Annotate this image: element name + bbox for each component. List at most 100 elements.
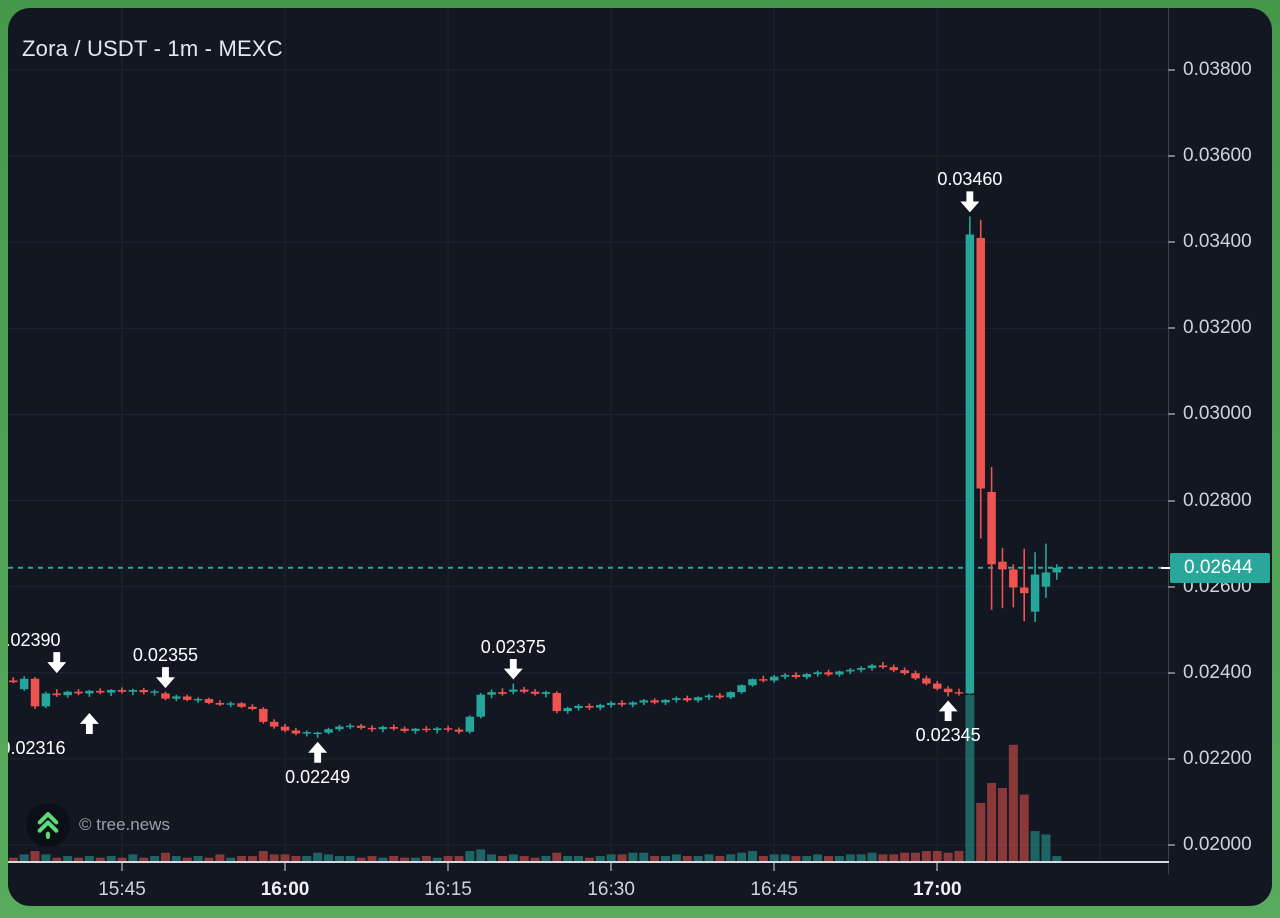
volume-bar [867,852,877,861]
candle-body [954,692,964,694]
candle [552,691,562,714]
candle [628,701,638,708]
candle-body [30,678,40,707]
volume-bar [497,856,507,861]
volume-bar [780,854,790,861]
candle [9,677,18,684]
volume-bar [802,856,812,861]
volume-bar [334,856,344,861]
candle [650,698,659,705]
candle-body [769,676,779,681]
candle [30,677,40,709]
volume-bar [878,854,888,861]
volume-bar [291,856,301,861]
candle-body [737,685,746,693]
candle [726,691,735,700]
candle [389,724,398,731]
volume-bar [715,856,725,861]
candle-body [606,702,616,706]
current-price-label: 0.02644 [1161,552,1270,583]
time-tick-label: 16:45 [750,879,798,900]
price-axis-tick [1168,413,1175,416]
candle [248,704,257,711]
candlestick-chart[interactable] [8,8,1168,862]
candle-body [541,692,551,694]
candle [161,691,170,701]
candle-body [650,700,659,703]
price-axis-tick [1168,499,1175,502]
candle-body [835,671,844,675]
chart-panel: 0.023900.023160.023550.022490.023750.023… [8,8,1272,906]
time-axis-tick [447,863,450,871]
volume-bar [280,854,290,861]
candle [769,674,779,683]
price-tick-label: 0.03800 [1183,58,1252,80]
price-tick-label: 0.02400 [1183,661,1252,683]
candle [291,727,301,736]
candle-body [280,726,290,731]
volume-bar [595,856,605,861]
volume-bar [834,856,844,861]
candle [237,702,246,709]
candle [672,696,681,703]
watermark-text: © tree.news [79,815,170,834]
candle-body [117,689,127,692]
candle-body [52,693,62,696]
volume-bar [639,852,649,861]
candle-body [900,670,909,674]
candle [182,694,192,702]
volume-bar [19,854,29,861]
candle [661,699,670,706]
price-axis-border [1168,8,1169,874]
candle-body [422,728,431,731]
candle-body [443,728,453,730]
volume-bar [258,851,268,861]
chart-area[interactable]: 0.023900.023160.023550.022490.023750.023… [8,8,1168,862]
volume-bar [726,854,736,861]
candle [106,689,116,697]
candle [1019,548,1029,622]
volume-bar [106,856,116,861]
candle [976,219,985,539]
candle [835,670,844,677]
volume-bar [215,854,225,861]
time-axis-tick [936,863,939,871]
volume-bar [693,856,703,861]
candle-body [432,728,442,731]
volume-bar [226,857,236,861]
candle-body [193,699,203,701]
candle [911,670,920,681]
volume-bar [1052,856,1062,861]
volume-bar [465,851,475,861]
candle-body [378,727,388,730]
candle [846,668,855,675]
time-axis[interactable]: 15:45 16:00 16:15 16:30 16:45 17:00 [8,863,1168,906]
candle [19,676,29,691]
candle [519,686,529,694]
price-tick-label: 0.03600 [1183,145,1252,167]
volume-bar [628,852,638,861]
candle [900,667,909,675]
candle [856,666,866,673]
candle-body [759,679,768,681]
volume-bar [671,854,681,861]
candle [63,690,72,698]
price-axis[interactable]: 0.03800 0.03600 0.03400 0.03200 0.03000 0.028… [1161,8,1272,906]
volume-bar [661,856,670,861]
candle [867,663,877,671]
volume-bar [193,856,203,861]
price-axis-tick [1168,843,1175,846]
candle [280,724,290,733]
volume-bar [856,854,866,861]
volume-bar [617,854,627,861]
candle [324,727,333,735]
candle [617,700,627,707]
candle [922,675,931,686]
volume-bar [324,854,334,861]
price-axis-tick [1168,757,1175,760]
candle-body [519,689,529,692]
time-tick-label: 17:00 [912,879,962,900]
volume-bar [574,856,584,861]
candle-body [726,692,735,698]
volume-bar [454,856,464,861]
